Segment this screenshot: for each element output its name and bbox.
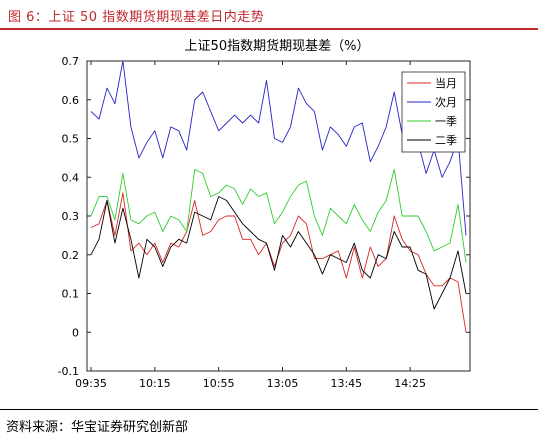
basis-line-chart: 上证50指数期货期现基差（%） -0.1 0 0.1 0.2 0.3 0.4 0.5 0.6 0…: [58, 38, 471, 390]
y-tick-label: 0.6: [62, 94, 80, 107]
x-tick-label: 10:55: [203, 377, 235, 390]
x-tick-label: 14:25: [394, 377, 426, 390]
y-tick-label: -0.1: [58, 365, 79, 378]
figure-header: 图 6：上证 50 指数期货期现基差日内走势: [0, 0, 538, 30]
y-tick-label: 0: [72, 326, 79, 339]
y-tick-label: 0.7: [62, 55, 80, 68]
series-line-4: [90, 196, 467, 310]
legend-box: [401, 71, 466, 153]
y-tick-label: 0.5: [62, 133, 80, 146]
figure-title: 图 6：上证 50 指数期货期现基差日内走势: [8, 10, 265, 25]
x-tick-label: 13:05: [267, 377, 299, 390]
legend-label-1: 当月: [435, 76, 457, 90]
x-tick-label: 10:15: [139, 377, 171, 390]
legend-label-2: 次月: [435, 95, 457, 109]
footer-divider: [0, 409, 538, 410]
legend-label-4: 二季: [435, 134, 457, 147]
y-tick-label: 0.4: [62, 171, 80, 184]
x-tick-label: 09:35: [75, 377, 107, 390]
header-divider: [0, 28, 538, 30]
y-tick-label: 0.2: [62, 249, 80, 262]
x-tick-label: 13:45: [330, 377, 362, 390]
y-tick-label: 0.3: [62, 210, 80, 223]
chart-title: 上证50指数期货期现基差（%）: [185, 38, 370, 54]
y-tick-label: 0.1: [62, 288, 80, 301]
series-line-3: [90, 169, 467, 263]
legend-label-3: 一季: [435, 115, 457, 128]
source-note: 资料来源：华宝证券研究创新部: [6, 420, 189, 435]
